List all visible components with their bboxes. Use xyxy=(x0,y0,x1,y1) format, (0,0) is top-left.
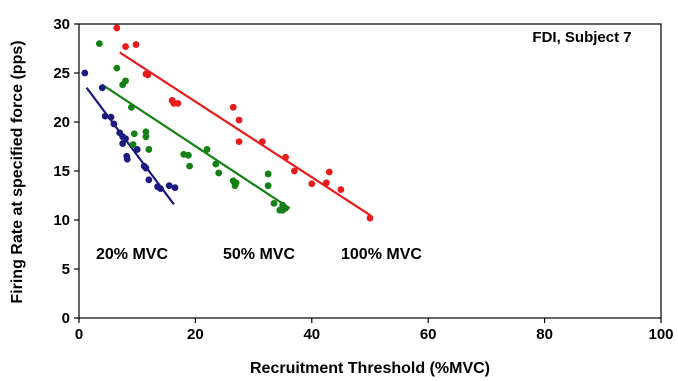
x-axis: 0 20 40 60 80 100 xyxy=(75,318,674,343)
x-tick-label: 100 xyxy=(648,326,673,343)
data-point xyxy=(264,182,272,190)
data-point xyxy=(133,146,141,153)
data-point xyxy=(113,24,121,32)
y-tick-label: 25 xyxy=(53,65,70,82)
data-point xyxy=(165,182,173,190)
y-tick-label: 0 xyxy=(62,310,70,327)
data-point xyxy=(279,206,287,214)
data-point xyxy=(270,199,278,207)
data-point xyxy=(235,138,243,146)
data-point xyxy=(95,40,103,47)
data-point xyxy=(122,77,129,85)
data-point xyxy=(229,103,237,111)
trend-lines xyxy=(85,51,371,217)
data-point xyxy=(308,180,316,188)
data-point xyxy=(123,155,131,163)
data-point xyxy=(203,146,211,153)
data-point xyxy=(81,69,89,77)
data-point xyxy=(174,99,182,107)
data-point xyxy=(107,113,115,121)
data-point xyxy=(337,186,345,194)
data-point xyxy=(145,146,153,153)
data-point xyxy=(258,138,266,146)
data-point xyxy=(110,120,118,128)
data-point xyxy=(231,182,239,190)
data-point xyxy=(98,84,106,92)
data-point xyxy=(215,169,223,177)
x-tick-label: 40 xyxy=(303,326,320,343)
y-axis: 0 5 10 15 20 25 30 xyxy=(53,16,79,327)
data-point xyxy=(325,168,333,176)
data-point xyxy=(142,164,150,172)
x-tick-label: 60 xyxy=(420,326,437,343)
data-point xyxy=(144,71,152,79)
y-tick-label: 10 xyxy=(53,212,70,229)
data-point xyxy=(186,162,193,170)
series-label-100: 100% MVC xyxy=(341,246,422,263)
data-points xyxy=(81,24,374,222)
series-label-50: 50% MVC xyxy=(223,246,295,263)
x-tick-label: 0 xyxy=(75,326,83,343)
data-point xyxy=(264,170,272,178)
data-point xyxy=(212,160,220,168)
plot-frame xyxy=(78,23,662,319)
data-point xyxy=(185,151,192,159)
series-label-20: 20% MVC xyxy=(96,246,168,263)
x-tick-label: 20 xyxy=(187,326,204,343)
data-point xyxy=(322,179,330,187)
data-point xyxy=(122,43,129,50)
x-axis-title: Recruitment Threshold (%MVC) xyxy=(250,360,490,377)
data-point xyxy=(132,41,140,48)
data-point xyxy=(171,184,179,192)
data-point xyxy=(142,128,150,136)
chart-title: FDI, Subject 7 xyxy=(532,29,631,46)
data-point xyxy=(129,141,137,148)
data-point xyxy=(145,176,153,184)
y-axis-title: Firing Rate at specified force (pps) xyxy=(9,40,26,303)
y-tick-label: 20 xyxy=(53,114,70,131)
trend-line-2 xyxy=(119,51,371,217)
y-tick-label: 15 xyxy=(53,163,70,180)
x-tick-label: 80 xyxy=(536,326,553,343)
data-point xyxy=(366,214,374,222)
y-tick-label: 5 xyxy=(62,261,70,278)
data-point xyxy=(235,116,243,124)
data-point xyxy=(282,153,290,161)
data-point xyxy=(127,103,135,111)
data-point xyxy=(130,130,138,138)
data-point xyxy=(290,167,298,175)
y-tick-label: 30 xyxy=(53,16,70,33)
data-point xyxy=(119,140,127,147)
data-point xyxy=(122,135,129,143)
data-point xyxy=(157,185,164,193)
data-point xyxy=(101,112,109,120)
data-point xyxy=(113,64,121,72)
data-point xyxy=(142,133,150,141)
